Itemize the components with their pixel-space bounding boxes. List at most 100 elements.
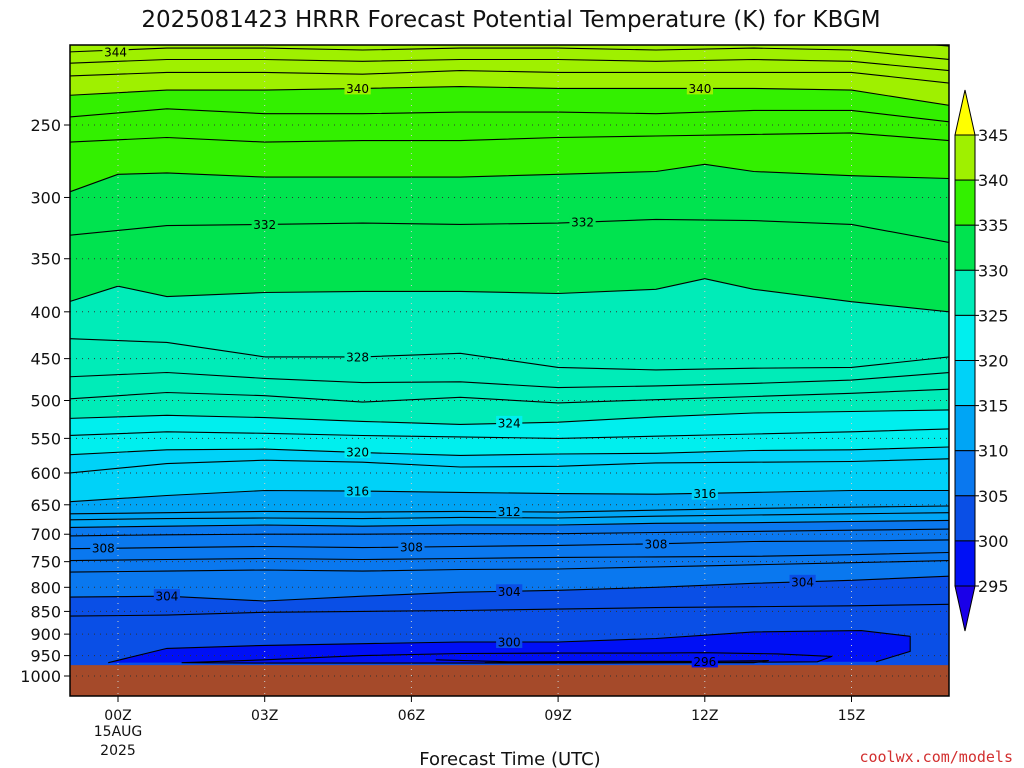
- contour-label-bg: [686, 81, 714, 95]
- colorbar-min-arrow: [954, 585, 976, 632]
- contour-label-text: 340: [346, 82, 369, 96]
- contour-326: [70, 388, 949, 404]
- contour-310: [70, 519, 949, 528]
- contour-label-296: 296: [691, 654, 718, 669]
- y-tick-label: 800: [30, 578, 61, 597]
- ground-surface: [70, 665, 949, 696]
- band-below-327: [70, 372, 949, 403]
- contour-label-bg: [691, 486, 718, 500]
- contour-label-text: 320: [346, 445, 369, 459]
- x-date-label-year: 2025: [100, 743, 136, 759]
- colorbar-label: 340: [978, 171, 1009, 190]
- y-tick-label: 450: [30, 350, 61, 369]
- contour-336: [70, 132, 949, 143]
- contour-label-332: 332: [251, 217, 278, 232]
- x-tick-label: 12Z: [691, 708, 718, 724]
- y-axis: 250 300 350 400 450 500 550 600 650 700 750 800 850 9…: [20, 116, 70, 686]
- band-below-318: [70, 458, 949, 502]
- y-tick-label: 900: [30, 625, 61, 644]
- contour-label-bg: [102, 44, 129, 58]
- y-tick-label: 350: [30, 250, 61, 269]
- contour-311: [70, 512, 949, 521]
- contour-label-text: 304: [498, 585, 521, 599]
- contour-label-text: 344: [104, 45, 127, 59]
- band-below-320: [70, 447, 949, 473]
- contour-label-320: 320: [344, 444, 371, 459]
- contour-label-text: 340: [688, 82, 711, 96]
- chart-title: 2025081423 HRRR Forecast Potential Tempe…: [141, 7, 880, 33]
- contour-318: [70, 458, 949, 474]
- band-below-330: [70, 278, 949, 370]
- x-date-label-day: 15AUG: [94, 724, 143, 740]
- contour-label-324: 324: [496, 415, 523, 430]
- y-tick-label: 550: [30, 429, 61, 448]
- contour-label-304: 304: [789, 574, 816, 589]
- colorbar-label: 320: [978, 352, 1009, 371]
- colorbar-label: 330: [978, 261, 1009, 280]
- contour-label-text: 308: [400, 541, 423, 555]
- contour-322: [70, 428, 949, 439]
- contour-343: [70, 58, 949, 72]
- contour-340: [70, 86, 949, 106]
- contour-307: [70, 551, 949, 562]
- contour-label-bg: [496, 504, 523, 518]
- contour-label-text: 324: [498, 416, 521, 430]
- colorbar-bin: [954, 224, 976, 271]
- colorbar-bin: [954, 450, 976, 497]
- colorbar-label: 345: [978, 126, 1009, 145]
- band-below-332: [70, 219, 949, 312]
- contour-label-text: 316: [346, 485, 369, 499]
- contour-label-bg: [344, 484, 371, 498]
- contour-344: [70, 47, 949, 61]
- band-below-311: [70, 512, 949, 528]
- y-tick-label: 400: [30, 303, 61, 322]
- contour-label-text: 304: [155, 590, 178, 604]
- contour-label-340: 340: [686, 81, 714, 96]
- contour-label-text: 332: [571, 215, 594, 229]
- colorbar-label: 300: [978, 532, 1009, 551]
- x-tick-label: 03Z: [251, 708, 278, 724]
- colorbar-label: 295: [978, 577, 1009, 596]
- colorbar: 345 340 335 330 325 320 315 310 305 300 295: [954, 89, 1009, 632]
- contour-label-340: 340: [344, 81, 371, 96]
- band-below-342: [70, 70, 949, 106]
- contour-327: [70, 371, 949, 389]
- colorbar-bin: [954, 360, 976, 407]
- contour-label-bg: [496, 584, 523, 598]
- contour-label-308: 308: [90, 541, 117, 556]
- colorbar-bin: [954, 269, 976, 316]
- y-tick-label: 1000: [20, 667, 61, 686]
- band-below-322: [70, 428, 949, 456]
- colorbar-bin: [954, 405, 976, 452]
- contour-300: [108, 630, 911, 664]
- contour-label-text: 328: [346, 350, 369, 364]
- contour-label-328: 328: [344, 349, 371, 364]
- contour-label-bg: [691, 654, 718, 668]
- contour-330: [70, 278, 949, 313]
- contour-label-text: 304: [791, 575, 814, 589]
- contour-302: [70, 603, 949, 617]
- contour-338: [70, 108, 949, 123]
- x-tick-label: 09Z: [544, 708, 571, 724]
- contour-label-bg: [789, 574, 816, 588]
- contour-334: [70, 163, 949, 193]
- colorbar-bin: [954, 314, 976, 361]
- contour-label-text: 296: [693, 655, 716, 669]
- x-tick-label: 15Z: [838, 708, 865, 724]
- band-below-326: [70, 389, 949, 425]
- colorbar-label: 310: [978, 442, 1009, 461]
- contour-298: [181, 652, 833, 664]
- colorbar-label: 335: [978, 216, 1009, 235]
- contour-306: [70, 560, 949, 573]
- contour-label-304: 304: [496, 584, 523, 599]
- contour-label-bg: [642, 536, 669, 550]
- contour-label-312: 312: [496, 504, 523, 519]
- x-tick-label: 00Z: [104, 708, 131, 724]
- x-tick-label: 06Z: [398, 708, 425, 724]
- contour-label-308: 308: [642, 536, 669, 551]
- colorbar-max-arrow: [954, 89, 976, 136]
- contour-342: [70, 70, 949, 84]
- contour-label-bg: [344, 349, 371, 363]
- contour-316: [70, 489, 949, 503]
